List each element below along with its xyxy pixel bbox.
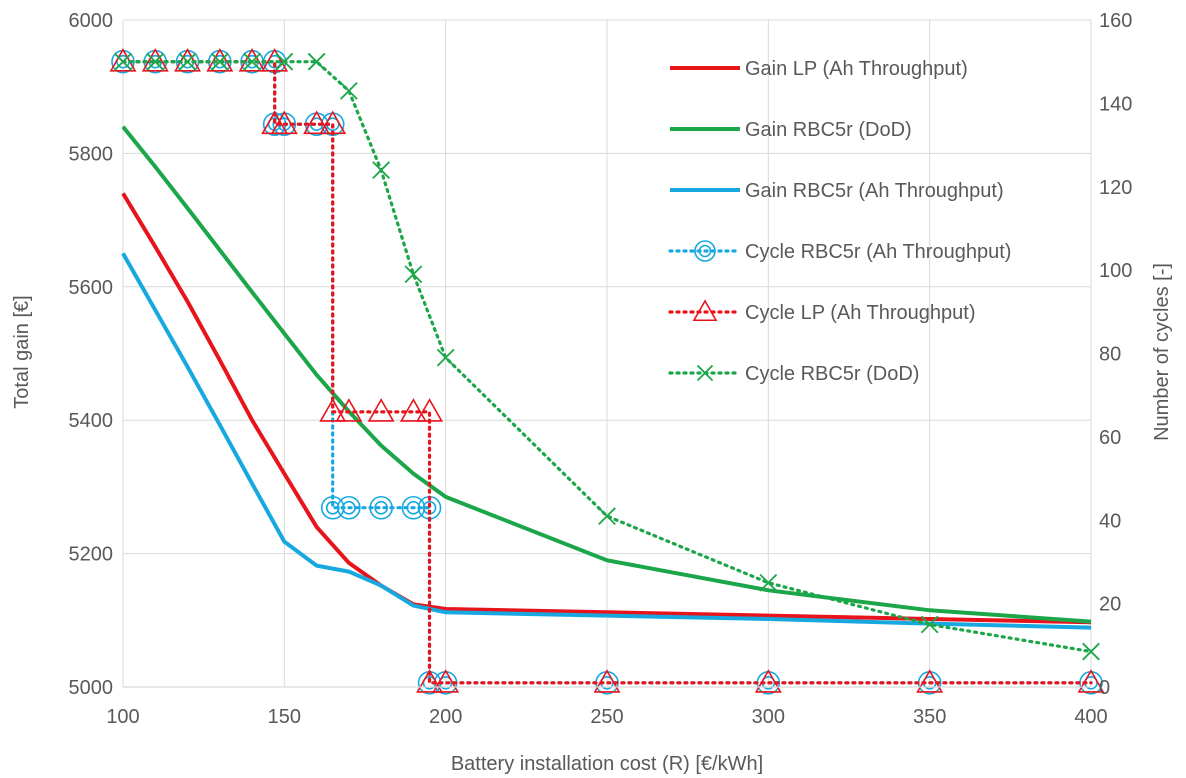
- data-point-x: [436, 348, 455, 367]
- data-point-triangle: [754, 669, 782, 693]
- y2-tick-label: 120: [1099, 177, 1132, 199]
- legend-item: Cycle LP (Ah Throughput): [668, 299, 976, 324]
- legend-label: Gain RBC5r (Ah Throughput): [745, 180, 1004, 202]
- y-tick-label: 5600: [69, 277, 114, 299]
- data-point-x: [307, 52, 326, 71]
- data-point-circle: [369, 495, 393, 520]
- y-tick-label: 5000: [69, 677, 114, 699]
- x-tick-label: 250: [590, 706, 623, 728]
- data-point-circle-inner: [342, 500, 356, 515]
- x-tick-label: 350: [913, 706, 946, 728]
- legend-label: Cycle RBC5r (DoD): [745, 363, 919, 385]
- series-path: [121, 192, 1092, 625]
- data-point-x: [372, 161, 391, 179]
- data-point-triangle: [141, 47, 169, 72]
- data-point-triangle: [335, 398, 363, 422]
- data-point-triangle: [319, 110, 347, 135]
- data-point-x: [275, 52, 294, 71]
- y2-tick-label: 80: [1099, 344, 1121, 366]
- data-point-triangle: [416, 669, 444, 693]
- legend-item: Gain RBC5r (DoD): [670, 119, 912, 141]
- x-axis-title: Battery installation cost (R) [€/kWh]: [451, 753, 763, 775]
- legend-marker-circle-inner: [698, 244, 712, 258]
- legend-marker-x: [696, 364, 714, 382]
- y2-axis-title: Number of cycles [-]: [1151, 263, 1173, 441]
- data-point-triangle: [916, 669, 944, 693]
- legend-label: Cycle RBC5r (Ah Throughput): [745, 241, 1011, 263]
- x-tick-label: 100: [106, 706, 139, 728]
- data-point-x: [339, 81, 358, 100]
- gridlines: [122, 19, 1092, 688]
- legend-label: Cycle LP (Ah Throughput): [745, 302, 976, 324]
- data-point-triangle: [432, 669, 460, 693]
- y-tick-label: 5400: [69, 410, 114, 432]
- legend-marker-circle: [694, 240, 716, 262]
- y2-tick-label: 140: [1099, 93, 1132, 115]
- legend-item: Cycle RBC5r (DoD): [668, 363, 919, 385]
- data-point-x: [404, 265, 423, 284]
- series-line-0: [121, 192, 1092, 625]
- data-point-x: [1082, 642, 1100, 661]
- data-point-circle: [401, 495, 426, 520]
- plot-series: [109, 47, 1105, 695]
- data-point-x: [210, 52, 229, 71]
- legend: Gain LP (Ah Throughput) Gain RBC5r (DoD) G…: [668, 58, 1011, 385]
- data-point-triangle: [1077, 669, 1105, 693]
- data-point-circle: [320, 495, 345, 520]
- data-point-triangle: [416, 398, 444, 422]
- legend-label: Gain RBC5r (DoD): [745, 119, 912, 141]
- data-point-triangle: [303, 110, 331, 135]
- axes: Battery installation cost (R) [€/kWh] To…: [11, 10, 1173, 775]
- series-path: [121, 252, 1092, 630]
- y2-tick-label: 20: [1099, 594, 1121, 616]
- x-tick-label: 150: [268, 706, 301, 728]
- data-point-x: [920, 615, 939, 634]
- legend-item: Gain RBC5r (Ah Throughput): [670, 180, 1004, 202]
- legend-label: Gain LP (Ah Throughput): [745, 58, 968, 80]
- data-point-x: [759, 573, 778, 592]
- series-line-2: [121, 252, 1092, 630]
- data-point-x: [598, 507, 616, 525]
- legend-marker-triangle: [692, 299, 718, 322]
- y-tick-label: 6000: [69, 10, 114, 32]
- data-point-triangle: [261, 47, 289, 72]
- data-point-x: [146, 52, 165, 71]
- data-point-triangle: [593, 669, 621, 693]
- y2-tick-label: 0: [1099, 677, 1110, 699]
- y-tick-label: 5800: [69, 143, 114, 165]
- data-point-triangle: [399, 398, 427, 422]
- y2-tick-label: 160: [1099, 10, 1132, 32]
- legend-item: Cycle RBC5r (Ah Throughput): [668, 240, 1011, 263]
- data-point-x: [114, 52, 132, 71]
- legend-item: Gain LP (Ah Throughput): [670, 58, 968, 80]
- series-cycle-5: [114, 52, 1100, 661]
- data-point-triangle: [270, 110, 298, 135]
- y2-tick-label: 100: [1099, 260, 1132, 282]
- data-point-circle-inner: [406, 500, 421, 515]
- x-tick-label: 400: [1074, 706, 1107, 728]
- y-axis-title: Total gain [€]: [11, 295, 33, 408]
- data-point-triangle: [367, 398, 395, 422]
- y2-tick-label: 60: [1099, 427, 1121, 449]
- x-tick-label: 200: [429, 706, 462, 728]
- data-point-circle-inner: [325, 500, 340, 515]
- y2-tick-label: 40: [1099, 510, 1121, 532]
- data-point-circle-inner: [374, 500, 388, 515]
- x-tick-label: 300: [752, 706, 785, 728]
- data-point-triangle: [109, 47, 137, 72]
- data-point-circle: [337, 495, 361, 520]
- data-point-x: [243, 52, 261, 71]
- y-tick-label: 5200: [69, 544, 114, 566]
- data-point-x: [178, 52, 197, 71]
- data-point-triangle: [319, 398, 347, 422]
